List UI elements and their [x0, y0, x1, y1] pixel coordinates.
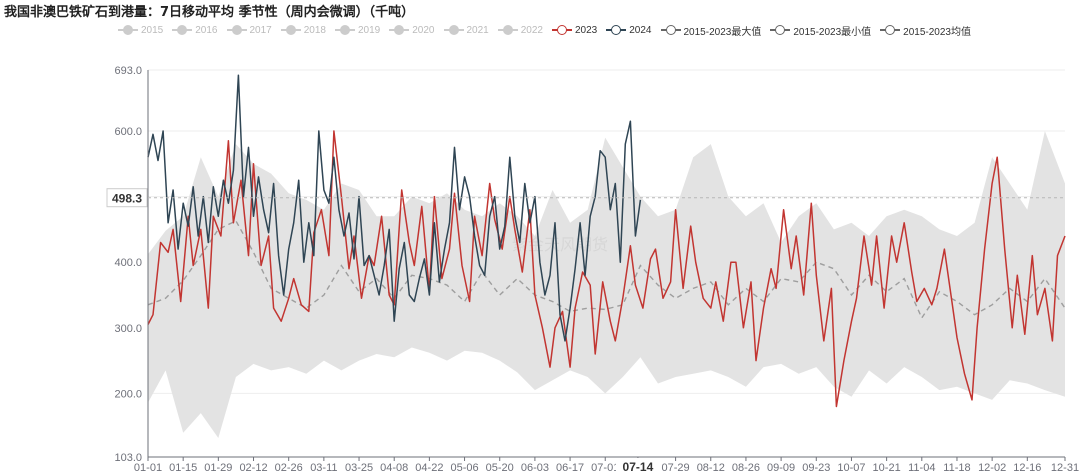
x-tick-label: 07-29	[662, 462, 690, 474]
legend-label: 2015-2023最大值	[683, 26, 762, 38]
legend-item-2019[interactable]: 2019	[335, 25, 380, 36]
legend-line-marker-icon	[880, 25, 901, 35]
x-tick-label: 10-21	[873, 462, 901, 474]
x-tick-label: 09-09	[767, 462, 795, 474]
legend-line-marker-icon	[172, 25, 193, 35]
y-tick-label: 300.0	[114, 323, 142, 335]
legend-line-marker-icon	[335, 25, 355, 35]
x-tick-label: 03-11	[310, 462, 337, 474]
x-tick-label: 12-31	[1051, 462, 1079, 474]
x-tick-label: 10-07	[837, 462, 865, 474]
y-pointer-label-box	[106, 188, 148, 208]
series-line-mean	[147, 219, 1066, 320]
legend-item-2023[interactable]: 2023	[552, 25, 597, 36]
x-tick-label: 12-16	[1013, 462, 1041, 474]
series-line-2024	[147, 74, 642, 342]
legend-item-2015-2023最小值[interactable]: 2015-2023最小值	[770, 23, 871, 38]
legend-label: 2022	[520, 24, 543, 36]
legend-label: 2020	[412, 24, 435, 36]
legend-line-marker-icon	[770, 25, 791, 35]
x-tick-label: 08-12	[697, 462, 725, 474]
x-tick-label: 06-17	[556, 462, 584, 474]
legend-label: 2015-2023最小值	[793, 26, 872, 38]
legend-item-2015-2023最大值[interactable]: 2015-2023最大值	[660, 23, 762, 38]
legend-line-marker-icon	[226, 25, 247, 35]
y-tick-label: 400.0	[114, 257, 142, 269]
x-tick-label: 04-22	[415, 462, 443, 474]
x-tick-label: 06-03	[521, 462, 549, 474]
y-tick-label: 600.0	[114, 126, 142, 138]
legend-line-marker-icon	[497, 25, 518, 35]
x-tick-label: 02-12	[239, 462, 267, 474]
x-tick-label: 12-02	[978, 462, 1006, 474]
legend-label: 2023	[575, 24, 598, 36]
y-tick-label: 693.0	[114, 65, 142, 77]
legend-item-2015[interactable]: 2015	[118, 25, 163, 36]
y-tick-label: 103.0	[114, 452, 142, 464]
x-tick-label: 05-20	[486, 462, 514, 474]
legend-item-2016[interactable]: 2016	[172, 24, 218, 36]
legend-line-marker-icon	[280, 25, 301, 35]
legend-item-2017[interactable]: 2017	[226, 24, 272, 36]
legend-label: 2015	[141, 24, 164, 36]
series-line-2023	[147, 130, 1066, 408]
x-pointer-label-box	[615, 458, 660, 474]
legend-label: 2016	[195, 24, 218, 36]
legend-label: 2018	[303, 24, 326, 36]
x-tick-label: 05-06	[450, 462, 478, 474]
legend-item-2015-2023均值[interactable]: 2015-2023均值	[880, 23, 971, 38]
legend-item-2024[interactable]: 2024	[606, 24, 652, 36]
x-tick-label: 01-15	[169, 462, 197, 474]
legend-line-marker-icon	[660, 25, 681, 35]
x-tick-label: 03-25	[345, 462, 373, 474]
legend-label: 2024	[629, 24, 652, 36]
legend-label: 2017	[249, 24, 272, 36]
legend-item-2020[interactable]: 2020	[389, 24, 435, 36]
legend-line-marker-icon	[118, 25, 138, 35]
x-tick-label: 02-26	[275, 462, 303, 474]
watermark-text: 紫金天风期货	[512, 236, 608, 254]
legend-line-marker-icon	[443, 25, 464, 35]
legend-item-2021[interactable]: 2021	[443, 24, 489, 36]
x-tick-label: 04-08	[380, 462, 408, 474]
legend-item-2022[interactable]: 2022	[497, 24, 543, 36]
legend-item-2018[interactable]: 2018	[280, 24, 326, 36]
y-pointer-label: 498.3	[112, 192, 142, 206]
x-tick-label: 08-26	[732, 462, 760, 474]
legend-line-marker-icon	[389, 25, 410, 35]
legend-label: 2015-2023均值	[903, 26, 971, 38]
legend-label: 2021	[466, 24, 489, 36]
x-tick-label: 11-04	[908, 462, 935, 474]
x-tick-label: 09-23	[802, 462, 830, 474]
x-tick-label: 11-18	[943, 462, 970, 474]
x-tick-label: 01-29	[204, 462, 232, 474]
legend-line-marker-icon	[606, 25, 627, 35]
chart-legend: 2015 2016 2017 2018 2019 2020 2021 2022 2023 2024…	[118, 22, 980, 38]
max-min-band	[148, 131, 1065, 438]
y-tick-label: 200.0	[114, 388, 142, 400]
x-tick-label: 01-01	[134, 462, 162, 474]
chart-title: 我国非澳巴铁矿石到港量：7日移动平均 季节性（周内会微调）（千吨）	[4, 5, 415, 20]
x-pointer-label: 07-14	[623, 460, 654, 474]
legend-line-marker-icon	[552, 25, 572, 35]
x-tick-label: 07-01	[591, 462, 619, 474]
legend-label: 2019	[358, 24, 381, 36]
